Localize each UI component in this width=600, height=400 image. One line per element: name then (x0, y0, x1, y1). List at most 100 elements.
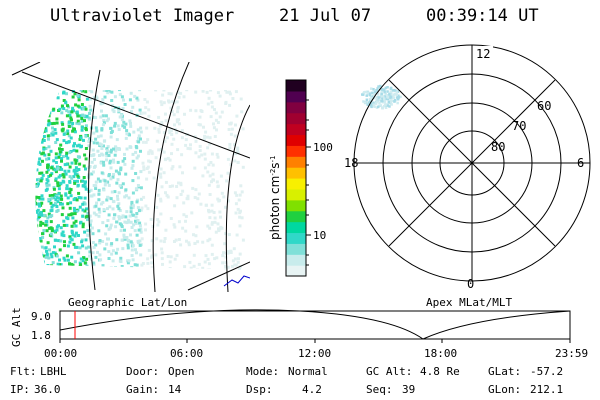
aurora-pixel (211, 163, 215, 167)
aurora-pixel (146, 207, 150, 211)
aurora-pixel (112, 110, 116, 114)
mlt-axis-diagonal (388, 79, 556, 247)
aurora-pixel (168, 131, 172, 135)
aurora-pixel (69, 213, 73, 217)
aurora-pixel (77, 196, 81, 199)
aurora-pixel (56, 208, 60, 212)
aurora-pixel (54, 177, 58, 181)
aurora-pixel (193, 196, 197, 199)
mode-value: Normal (288, 365, 328, 378)
aurora-pixel (25, 155, 28, 158)
aurora-pixel (238, 215, 242, 219)
aurora-pixel (140, 206, 144, 210)
aurora-pixel (69, 201, 73, 205)
aurora-pixel (26, 137, 29, 140)
aurora-pixel (107, 213, 111, 217)
aurora-pixel (177, 238, 181, 241)
aurora-pixel (98, 210, 102, 214)
aurora-pixel (95, 201, 98, 205)
aurora-pixel (67, 134, 71, 138)
aurora-pixel (130, 200, 134, 204)
polar-aurora-pixel (374, 102, 378, 105)
aurora-pixel (118, 272, 121, 275)
aurora-pixel (22, 162, 25, 165)
aurora-pixel (97, 214, 101, 218)
aurora-pixel (123, 157, 127, 161)
aurora-pixel (82, 176, 86, 179)
mlat-label-80: 80 (491, 140, 505, 154)
aurora-pixel (169, 92, 173, 96)
aurora-pixel (84, 147, 88, 150)
aurora-pixel (238, 224, 242, 228)
aurora-pixel (223, 242, 227, 246)
aurora-pixel (116, 204, 120, 208)
aurora-pixel (39, 251, 43, 255)
aurora-pixel (122, 233, 126, 237)
aurora-pixel (24, 200, 27, 203)
aurora-pixel (22, 189, 25, 192)
aurora-pixel (135, 263, 139, 267)
glat-label: GLat: (488, 365, 522, 378)
aurora-pixel (71, 95, 75, 99)
aurora-pixel (23, 96, 26, 99)
aurora-pixel (65, 187, 69, 191)
aurora-pixel (30, 120, 33, 123)
aurora-pixel (196, 197, 200, 201)
aurora-pixel (42, 213, 46, 217)
aurora-pixel (237, 257, 240, 261)
aurora-pixel (58, 258, 61, 262)
aurora-pixel (85, 264, 89, 268)
aurora-pixel (77, 191, 81, 195)
aurora-pixel (32, 201, 35, 204)
aurora-pixel (48, 194, 52, 198)
polar-aurora-pixel (384, 103, 387, 106)
polar-aurora-pixel (391, 94, 395, 98)
aurora-pixel (97, 192, 101, 196)
aurora-pixel (53, 229, 57, 233)
aurora-pixel (175, 253, 179, 257)
time-tick-1200: 12:00 (298, 347, 332, 360)
aurora-pixel (45, 157, 49, 161)
aurora-pixel (50, 122, 54, 126)
aurora-pixel (73, 168, 77, 172)
latitude-line (225, 104, 250, 292)
polar-aurora-pixel (392, 89, 395, 92)
aurora-pixel (23, 108, 26, 111)
aurora-pixel (40, 97, 44, 101)
aurora-pixel (41, 138, 45, 142)
aurora-pixel (120, 225, 124, 229)
aurora-pixel (175, 269, 179, 270)
aurora-pixel (137, 134, 141, 138)
aurora-pixel (38, 157, 42, 161)
aurora-pixel (66, 217, 70, 221)
aurora-pixel (39, 223, 43, 227)
aurora-pixel (241, 238, 245, 242)
aurora-pixel (147, 108, 151, 112)
polar-aurora-pixel (364, 90, 367, 94)
aurora-pixel (178, 165, 182, 169)
aurora-pixel (117, 217, 121, 221)
aurora-pixel (66, 244, 70, 248)
aurora-pixel (40, 131, 44, 135)
aurora-pixel (32, 163, 35, 166)
instrument-title: Ultraviolet Imager (50, 6, 235, 26)
aurora-pixel (73, 179, 77, 183)
aurora-pixel (187, 243, 191, 247)
aurora-pixel (184, 143, 188, 147)
aurora-pixel (47, 198, 51, 201)
aurora-pixel (198, 123, 202, 127)
aurora-pixel (152, 176, 156, 180)
aurora-pixel (23, 220, 26, 223)
aurora-pixel (71, 233, 75, 237)
aurora-pixel (192, 264, 196, 268)
aurora-pixel (135, 251, 138, 255)
seq-value: 39 (402, 383, 416, 396)
aurora-pixel (221, 254, 225, 258)
polar-aurora-pixel (372, 88, 375, 91)
aurora-pixel (112, 216, 116, 220)
aurora-pixel (29, 242, 32, 245)
aurora-pixel (44, 246, 48, 250)
aurora-pixel (146, 138, 150, 142)
aurora-pixel (76, 183, 80, 187)
